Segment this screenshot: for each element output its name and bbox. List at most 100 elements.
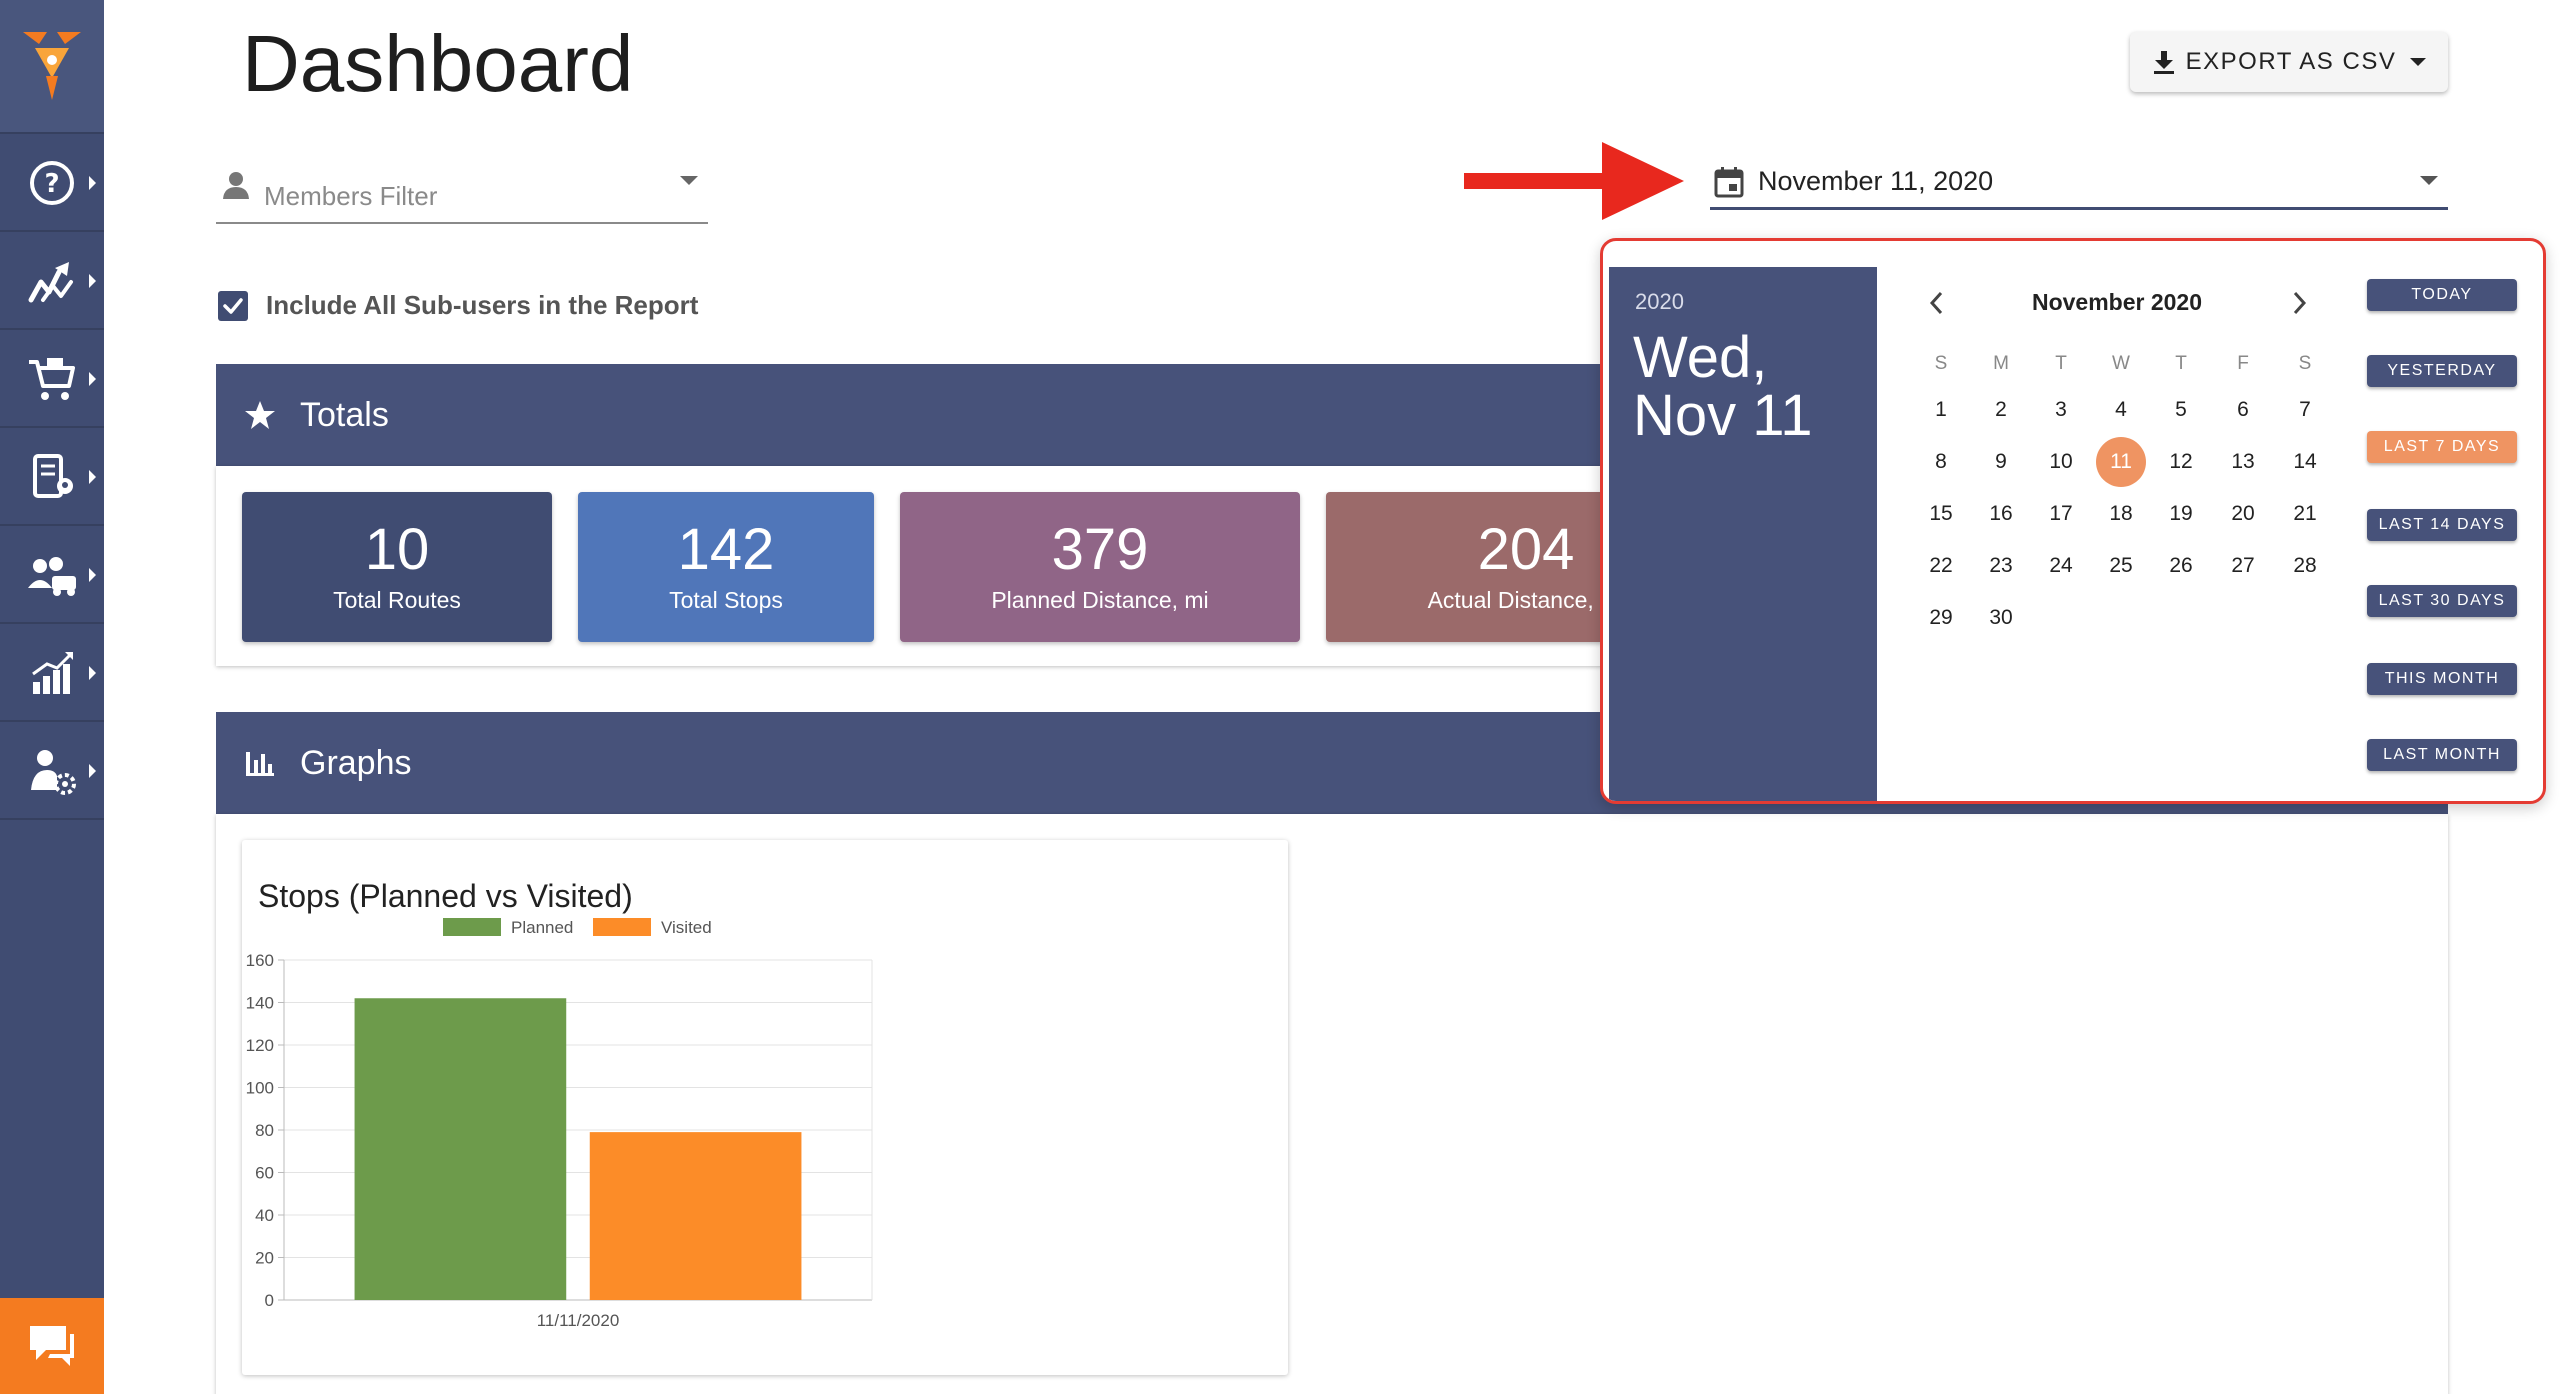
- calendar-day[interactable]: 29: [1929, 606, 1953, 629]
- chevron-right-icon: [89, 372, 96, 386]
- weekday-header: S: [2298, 353, 2312, 374]
- weekday-header: W: [2112, 353, 2130, 374]
- quick-range-last-14-days-button[interactable]: LAST 14 DAYS: [2367, 509, 2517, 541]
- help-icon: ?: [30, 161, 74, 205]
- quick-range-yesterday-button[interactable]: YESTERDAY: [2367, 355, 2517, 387]
- x-tick-label: 11/11/2020: [537, 1311, 620, 1330]
- calendar-day[interactable]: 27: [2231, 554, 2255, 577]
- planned-distance-card[interactable]: 379 Planned Distance, mi: [900, 492, 1300, 642]
- app-logo[interactable]: [0, 0, 104, 134]
- subusers-checkbox[interactable]: [218, 290, 248, 321]
- logo-icon: [23, 32, 81, 100]
- export-csv-label: EXPORT AS CSV: [2185, 48, 2397, 75]
- person-icon: [223, 172, 249, 199]
- caret-down-icon: [680, 176, 698, 185]
- calendar-day[interactable]: 12: [2169, 450, 2193, 473]
- weekday-header: T: [2055, 353, 2067, 374]
- sidebar-item-analytics[interactable]: [0, 626, 104, 722]
- bar-chart-icon: [246, 752, 274, 776]
- sidebar-item-orders[interactable]: [0, 332, 104, 428]
- total-stops-card[interactable]: 142 Total Stops: [578, 492, 874, 642]
- chart-title: Stops (Planned vs Visited): [258, 878, 633, 914]
- calendar-day[interactable]: 24: [2049, 554, 2073, 577]
- bar-planned-0: [354, 998, 567, 1300]
- quick-range-last-7-days-button[interactable]: LAST 7 DAYS: [2367, 431, 2517, 463]
- total-routes-card[interactable]: 10 Total Routes: [242, 492, 552, 642]
- checkmark-icon: [223, 297, 243, 314]
- calendar-day[interactable]: 2: [1995, 398, 2007, 421]
- calendar-day[interactable]: 7: [2299, 398, 2311, 421]
- calendar-day[interactable]: 9: [1995, 450, 2007, 473]
- y-tick-label: 0: [265, 1291, 274, 1310]
- y-tick-label: 80: [255, 1121, 274, 1140]
- calendar-day[interactable]: 19: [2169, 502, 2193, 525]
- chevron-right-icon: [89, 764, 96, 778]
- chat-button[interactable]: [0, 1298, 104, 1394]
- calendar-day[interactable]: 6: [2237, 398, 2249, 421]
- y-tick-label: 60: [255, 1164, 274, 1183]
- sidebar-item-help[interactable]: ?: [0, 136, 104, 232]
- calendar-day[interactable]: 16: [1989, 502, 2013, 525]
- analytics-icon: [32, 652, 73, 694]
- subusers-label: Include All Sub-users in the Report: [266, 290, 699, 320]
- subusers-option[interactable]: Include All Sub-users in the Report: [218, 290, 698, 321]
- members-filter[interactable]: Members Filter: [216, 156, 708, 224]
- chevron-right-icon: [89, 666, 96, 680]
- calendar-day[interactable]: 22: [1929, 554, 1953, 577]
- calendar-day[interactable]: 3: [2055, 398, 2067, 421]
- chevron-right-icon: [89, 568, 96, 582]
- sidebar-item-user-settings[interactable]: [0, 724, 104, 820]
- total-stops-value: 142: [677, 517, 775, 583]
- calendar-day[interactable]: 17: [2049, 502, 2073, 525]
- calendar-day[interactable]: 20: [2231, 502, 2255, 525]
- caret-down-icon: [2410, 58, 2427, 66]
- picker-year[interactable]: 2020: [1635, 289, 1684, 314]
- calendar-day[interactable]: 23: [1989, 554, 2013, 577]
- calendar-day[interactable]: 28: [2293, 554, 2317, 577]
- planned-distance-value: 379: [1051, 517, 1149, 583]
- calendar-day[interactable]: 25: [2109, 554, 2133, 577]
- sidebar-item-team[interactable]: [0, 528, 104, 624]
- quick-range-last-30-days-button[interactable]: LAST 30 DAYS: [2367, 585, 2517, 617]
- sidebar-item-routes[interactable]: [0, 234, 104, 330]
- calendar-day[interactable]: 13: [2231, 450, 2255, 473]
- sidebar-item-address-book[interactable]: [0, 430, 104, 526]
- calendar-day[interactable]: 5: [2175, 398, 2187, 421]
- picker-selected-date-panel: 2020 Wed, Nov 11: [1609, 267, 1877, 801]
- calendar-day[interactable]: 21: [2293, 502, 2317, 525]
- quick-range-last-month-button[interactable]: LAST MONTH: [2367, 739, 2517, 771]
- calendar-day[interactable]: 18: [2109, 502, 2133, 525]
- total-routes-value: 10: [364, 517, 430, 583]
- picker-selected-monthday: Nov 11: [1633, 383, 1813, 448]
- y-tick-label: 140: [246, 994, 274, 1013]
- members-filter-placeholder: Members Filter: [264, 180, 438, 211]
- total-routes-label: Total Routes: [333, 586, 461, 613]
- export-csv-button[interactable]: EXPORT AS CSV: [2130, 32, 2448, 92]
- picker-selected-weekday: Wed,: [1633, 325, 1768, 390]
- calendar-day[interactable]: 10: [2049, 450, 2073, 473]
- y-tick-label: 100: [246, 1079, 274, 1098]
- calendar-day[interactable]: 4: [2115, 398, 2127, 421]
- calendar-day[interactable]: 8: [1935, 450, 1947, 473]
- download-icon: [2153, 51, 2174, 74]
- y-tick-label: 120: [246, 1036, 274, 1055]
- date-range-field[interactable]: November 11, 2020: [1710, 156, 2448, 210]
- calendar-day[interactable]: 14: [2293, 450, 2317, 473]
- calendar-grid: November 2020 S M T W T F S 1 2 3 4 5 6 7 8 9 10 11 12 13 14…: [1877, 267, 2357, 797]
- quick-range-this-month-button[interactable]: THIS MONTH: [2367, 663, 2517, 695]
- legend-swatch-visited: [593, 918, 651, 936]
- calendar-day[interactable]: 30: [1989, 606, 2013, 629]
- next-month-icon[interactable]: [2285, 289, 2313, 317]
- calendar-day[interactable]: 26: [2169, 554, 2193, 577]
- calendar-day-selected[interactable]: 11: [2096, 437, 2146, 487]
- legend-label-planned: Planned: [511, 918, 573, 937]
- date-range-value: November 11, 2020: [1758, 166, 1994, 196]
- weekday-header: M: [1993, 353, 2009, 374]
- previous-month-icon[interactable]: [1923, 289, 1951, 317]
- legend-label-visited: Visited: [661, 918, 712, 937]
- calendar-day[interactable]: 15: [1929, 502, 1953, 525]
- calendar-day[interactable]: 1: [1935, 398, 1947, 421]
- quick-range-today-button[interactable]: TODAY: [2367, 279, 2517, 311]
- stops-chart-card: Stops (Planned vs Visited) 0 20 40 60 80 100 1…: [242, 840, 1288, 1375]
